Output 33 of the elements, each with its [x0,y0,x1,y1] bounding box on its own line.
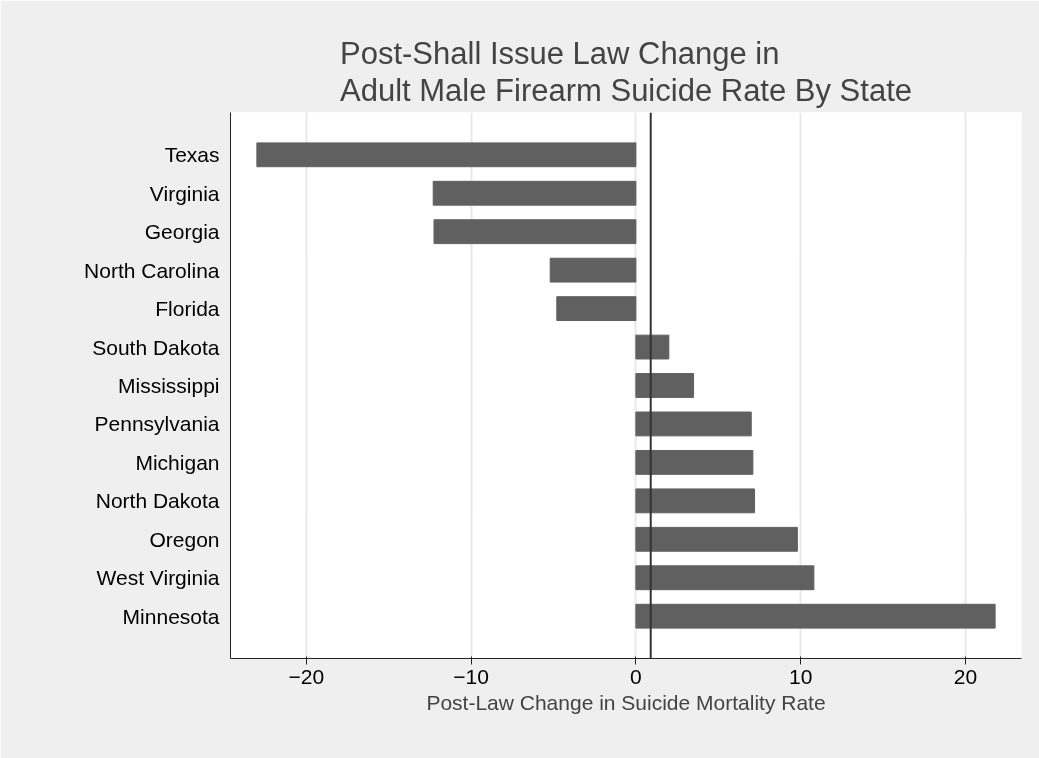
bar [556,296,637,322]
y-tick-label: Florida [155,297,220,321]
y-tick-label: Mississippi [117,374,220,397]
y-tick-label: North Carolina [84,258,220,282]
bar [635,411,752,437]
y-tick-label: Minnesota [122,604,220,628]
y-tick-label: Oregon [149,527,220,551]
bar [635,603,996,629]
bar [432,180,637,206]
bar [635,373,695,398]
x-tick-label: −10 [453,664,489,688]
bar [635,565,815,591]
x-tick-label: 10 [789,664,813,688]
y-tick-label: Texas [164,143,220,167]
y-tick-label: North Dakota [95,489,220,513]
x-tick-label: 0 [630,664,642,688]
chart-title: Post-Shall Issue Law Change in Adult Male Firearm Suicide Rate By State [339,35,913,108]
y-tick-label: South Dakota [92,335,220,359]
bar [635,334,670,360]
x-tick-label: 20 [953,664,978,688]
bar [635,488,756,514]
y-tick-label: Pennsylvania [94,412,220,436]
y-tick-label: West Virginia [96,566,220,590]
y-tick-label: Michigan [135,450,220,474]
bar [256,142,637,168]
y-tick-label: Georgia [144,220,220,244]
x-tick-label: −20 [288,664,325,688]
bar [433,219,637,245]
bar [635,449,754,475]
x-axis-title: Post-Law Change in Suicide Mortality Rate [426,690,826,714]
bar [635,526,798,552]
bar [549,257,637,283]
y-tick-label: Virginia [149,181,220,205]
